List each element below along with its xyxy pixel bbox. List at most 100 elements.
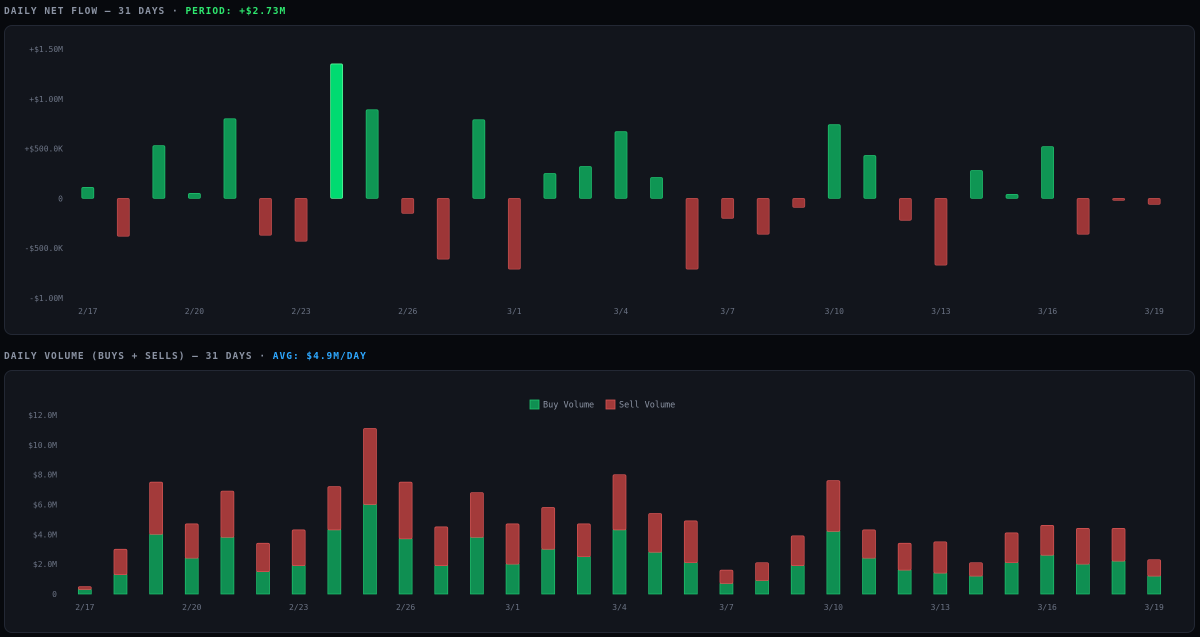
sell-volume-bar-3-9[interactable] [790, 535, 805, 567]
net-flow-bar-2-18[interactable] [116, 197, 130, 237]
sell-volume-bar-3-15[interactable] [1004, 532, 1019, 564]
buy-volume-bar-3-19[interactable] [1147, 575, 1162, 595]
net-flow-bar-3-9[interactable] [792, 197, 806, 208]
buy-volume-bar-3-5[interactable] [648, 551, 662, 595]
buy-volume-bar-3-9[interactable] [790, 565, 805, 595]
net-flow-bar-3-4[interactable] [614, 131, 628, 199]
buy-volume-bar-2-28[interactable] [470, 536, 484, 595]
sell-volume-bar-3-5[interactable] [648, 513, 662, 553]
x-tick-label: 2/17 [75, 603, 94, 612]
buy-volume-bar-2-25[interactable] [363, 504, 377, 595]
net-flow-bar-3-7[interactable] [721, 197, 735, 219]
buy-volume-bar-3-10[interactable] [826, 531, 841, 595]
buy-volume-bar-3-14[interactable] [969, 575, 983, 595]
net-flow-bar-2-20[interactable] [188, 193, 201, 199]
sell-volume-bar-3-10[interactable] [826, 480, 841, 532]
net-flow-bar-3-17[interactable] [1076, 197, 1090, 235]
buy-volume-bar-3-4[interactable] [612, 529, 627, 595]
sell-volume-bar-2-25[interactable] [363, 428, 377, 505]
sell-volume-bar-2-22[interactable] [256, 542, 270, 572]
sell-volume-bar-3-13[interactable] [933, 541, 948, 574]
net-flow-bar-2-25[interactable] [365, 109, 379, 199]
x-tick-label: 2/20 [185, 307, 204, 316]
buy-volume-bar-3-16[interactable] [1040, 554, 1055, 595]
buy-volume-bar-2-20[interactable] [184, 557, 199, 595]
buy-volume-bar-3-17[interactable] [1076, 563, 1090, 595]
volume-title-prefix: DAILY VOLUME (BUYS + SELLS) — 31 DAYS · [4, 351, 267, 362]
sell-volume-bar-2-28[interactable] [470, 492, 484, 538]
net-flow-bar-3-1[interactable] [507, 197, 521, 270]
sell-volume-bar-2-20[interactable] [184, 523, 199, 559]
net-flow-bar-2-17[interactable] [81, 187, 95, 199]
buy-volume-bar-3-7[interactable] [719, 583, 734, 595]
net-flow-bar-2-22[interactable] [259, 197, 272, 236]
net-flow-bar-3-2[interactable] [543, 173, 557, 199]
buy-volume-bar-3-8[interactable] [755, 580, 769, 595]
sell-volume-bar-2-19[interactable] [149, 481, 163, 535]
buy-volume-bar-2-23[interactable] [291, 565, 306, 595]
sell-volume-bar-3-4[interactable] [612, 474, 627, 531]
sell-volume-bar-3-17[interactable] [1076, 528, 1090, 565]
sell-volume-bar-3-19[interactable] [1147, 559, 1162, 577]
net-flow-bar-3-18[interactable] [1112, 197, 1126, 201]
buy-volume-bar-3-1[interactable] [505, 563, 520, 595]
buy-volume-bar-2-22[interactable] [256, 571, 270, 595]
net-flow-bar-3-5[interactable] [650, 177, 663, 199]
buy-volume-bar-3-11[interactable] [862, 557, 876, 595]
net-flow-bar-2-23[interactable] [294, 197, 308, 242]
sell-volume-bar-2-26[interactable] [398, 481, 413, 540]
sell-volume-bar-3-11[interactable] [862, 529, 876, 559]
buy-volume-bar-2-27[interactable] [434, 565, 449, 595]
buy-volume-bar-3-15[interactable] [1004, 562, 1019, 595]
sell-volume-bar-2-17[interactable] [77, 586, 92, 590]
net-flow-bar-3-19[interactable] [1147, 197, 1161, 205]
buy-volume-bar-2-19[interactable] [149, 533, 163, 595]
sell-volume-bar-3-12[interactable] [897, 542, 912, 571]
sell-volume-bar-3-18[interactable] [1111, 528, 1126, 562]
net-flow-bar-3-8[interactable] [756, 197, 770, 235]
net-flow-bar-3-14[interactable] [970, 170, 983, 199]
net-flow-bar-3-16[interactable] [1041, 146, 1054, 199]
x-tick-label: 3/19 [1145, 603, 1164, 612]
sell-volume-bar-3-8[interactable] [755, 562, 769, 581]
sell-volume-bar-3-3[interactable] [577, 523, 591, 558]
net-flow-bar-3-12[interactable] [898, 197, 912, 221]
net-flow-bar-3-10[interactable] [827, 124, 841, 199]
net-flow-bar-3-11[interactable] [863, 155, 877, 199]
net-flow-bar-2-24[interactable] [330, 63, 344, 199]
buy-volume-bar-2-24[interactable] [327, 529, 342, 595]
sell-volume-bar-2-27[interactable] [434, 526, 449, 567]
sell-volume-bar-3-14[interactable] [969, 562, 983, 577]
buy-volume-bar-3-18[interactable] [1111, 560, 1126, 595]
sell-volume-bar-2-21[interactable] [220, 490, 235, 538]
sell-volume-bar-2-23[interactable] [291, 529, 306, 567]
sell-volume-bar-2-24[interactable] [327, 486, 342, 531]
net-flow-bar-3-15[interactable] [1005, 194, 1019, 199]
buy-volume-bar-3-6[interactable] [683, 562, 698, 595]
net-flow-bar-3-6[interactable] [685, 197, 699, 270]
net-flow-period-total: PERIOD: +$2.73M [185, 6, 287, 17]
x-tick-label: 3/13 [931, 603, 950, 612]
buy-volume-bar-2-18[interactable] [113, 574, 128, 595]
sell-volume-bar-3-7[interactable] [719, 569, 734, 584]
net-flow-bar-3-13[interactable] [934, 197, 948, 266]
net-flow-bar-2-28[interactable] [472, 119, 486, 199]
net-flow-bar-2-19[interactable] [152, 145, 166, 199]
buy-volume-bar-3-3[interactable] [577, 556, 591, 595]
sell-volume-bar-3-2[interactable] [541, 507, 556, 550]
buy-volume-bar-2-17[interactable] [77, 589, 92, 595]
sell-volume-bar-3-1[interactable] [505, 523, 520, 565]
net-flow-bar-2-27[interactable] [436, 197, 450, 260]
buy-volume-bar-3-2[interactable] [541, 548, 556, 595]
buy-volume-bar-3-12[interactable] [897, 569, 912, 595]
net-flow-bar-2-21[interactable] [223, 118, 237, 199]
net-flow-bar-3-3[interactable] [579, 166, 592, 199]
sell-volume-bar-2-18[interactable] [113, 548, 128, 575]
buy-volume-bar-2-21[interactable] [220, 536, 235, 595]
sell-volume-bar-3-16[interactable] [1040, 525, 1055, 556]
y-tick-label: +$1.00M [29, 95, 63, 104]
sell-volume-bar-3-6[interactable] [683, 520, 698, 564]
buy-volume-bar-2-26[interactable] [398, 538, 413, 595]
net-flow-bar-2-26[interactable] [401, 197, 415, 214]
buy-volume-bar-3-13[interactable] [933, 572, 948, 595]
